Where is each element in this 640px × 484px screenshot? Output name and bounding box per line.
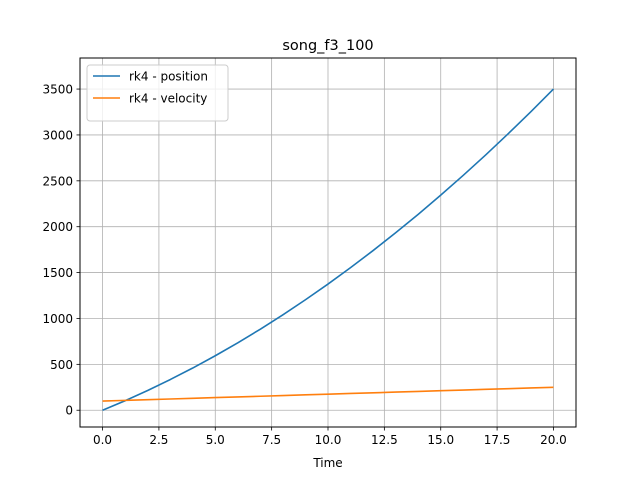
x-tick-label: 0.0 <box>93 433 112 447</box>
x-tick-label: 15.0 <box>427 433 454 447</box>
x-axis-ticks: 0.0 2.5 5.0 7.5 10.0 12.5 15.0 17.5 20.0 <box>93 427 567 447</box>
legend-entry: rk4 - position <box>129 70 208 84</box>
series-lines <box>102 88 555 411</box>
y-tick-label: 2000 <box>42 220 73 234</box>
x-axis-label: Time <box>312 456 342 470</box>
y-tick-label: 2500 <box>42 174 73 188</box>
x-tick-label: 20.0 <box>540 433 567 447</box>
series-line-2 <box>102 386 554 402</box>
legend: rk4 - position rk4 - velocity <box>86 64 229 122</box>
x-tick-label: 2.5 <box>149 433 168 447</box>
y-tick-label: 3000 <box>42 128 73 142</box>
x-tick-label: 17.5 <box>484 433 511 447</box>
y-tick-label: 0 <box>65 404 73 418</box>
x-tick-label: 10.0 <box>315 433 342 447</box>
series-line-1 <box>102 88 555 411</box>
x-tick-label: 12.5 <box>371 433 398 447</box>
y-tick-label: 3500 <box>42 83 73 97</box>
y-tick-label: 1000 <box>42 312 73 326</box>
y-tick-label: 1500 <box>42 266 73 280</box>
x-tick-label: 5.0 <box>206 433 225 447</box>
x-tick-label: 7.5 <box>262 433 281 447</box>
legend-entry: rk4 - velocity <box>129 92 207 106</box>
chart-title: song_f3_100 <box>282 38 373 54</box>
legend-box <box>86 64 229 122</box>
y-axis-ticks: 0 500 1000 1500 2000 2500 3000 3500 <box>42 83 80 418</box>
y-tick-label: 500 <box>50 358 73 372</box>
